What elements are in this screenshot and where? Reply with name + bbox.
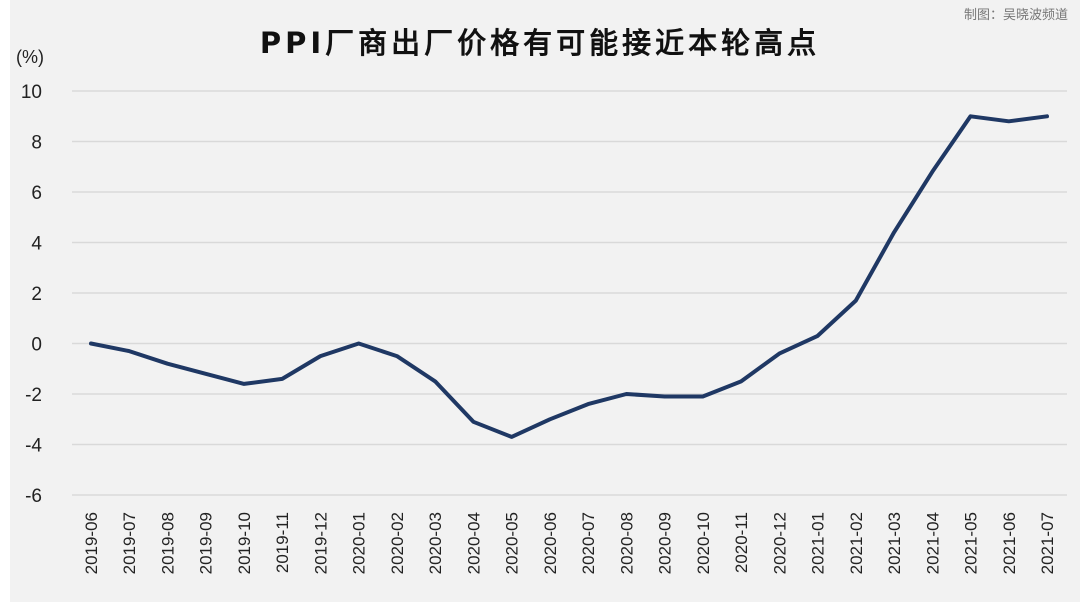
- x-tick-label: 2020-12: [770, 512, 789, 574]
- x-tick-label: 2020-04: [464, 512, 483, 574]
- x-tick-label: 2020-02: [388, 512, 407, 574]
- x-tick-label: 2019-07: [120, 512, 139, 574]
- ppi-series-line: [89, 114, 1049, 439]
- x-tick-label: 2021-07: [1038, 512, 1057, 574]
- x-tick-label: 2021-02: [847, 512, 866, 574]
- x-tick-label: 2020-07: [579, 512, 598, 574]
- y-tick-label: 0: [31, 335, 42, 356]
- x-tick-label: 2019-06: [82, 512, 101, 574]
- y-tick-label: -2: [25, 385, 42, 406]
- y-tick-label: 4: [31, 234, 42, 255]
- x-tick-label: 2019-10: [235, 512, 254, 574]
- x-tick-label: 2020-08: [617, 512, 636, 574]
- gridlines: [72, 90, 1067, 496]
- y-tick-label: 6: [31, 183, 42, 204]
- x-tick-label: 2020-06: [541, 512, 560, 574]
- x-axis-ticks: 2019-06 2019-07 2019-08 2019-09 2019-10 2019-…: [82, 512, 1057, 574]
- x-tick-label: 2019-08: [158, 512, 177, 574]
- x-tick-label: 2020-09: [656, 512, 675, 574]
- x-tick-label: 2020-01: [350, 512, 369, 574]
- x-tick-label: 2020-05: [503, 512, 522, 574]
- y-tick-label: 2: [31, 284, 42, 305]
- x-tick-label: 2020-03: [426, 512, 445, 574]
- y-axis-ticks: 10 8 6 4 2 0 -2 -4 -6: [21, 82, 43, 507]
- x-tick-label: 2021-04: [923, 512, 942, 574]
- chart-background: [10, 0, 1080, 602]
- y-axis-unit-label: (%): [16, 47, 44, 67]
- x-tick-label: 2019-09: [197, 512, 216, 574]
- x-tick-label: 2021-03: [885, 512, 904, 574]
- x-tick-label: 2019-11: [273, 512, 292, 573]
- y-tick-label: -6: [25, 486, 42, 507]
- chart-credit: 制图：吴晓波频道: [963, 8, 1068, 23]
- y-tick-label: 10: [21, 82, 42, 103]
- x-tick-label: 2020-10: [694, 512, 713, 574]
- x-tick-label: 2020-11: [732, 512, 751, 573]
- x-tick-label: 2021-01: [809, 512, 828, 574]
- chart-title: PPI厂商出厂价格有可能接近本轮高点: [259, 26, 821, 60]
- x-tick-label: 2021-05: [962, 512, 981, 574]
- y-tick-label: -4: [25, 436, 42, 457]
- x-tick-label: 2021-06: [1000, 512, 1019, 574]
- y-tick-label: 8: [31, 133, 42, 154]
- x-tick-label: 2019-12: [311, 512, 330, 574]
